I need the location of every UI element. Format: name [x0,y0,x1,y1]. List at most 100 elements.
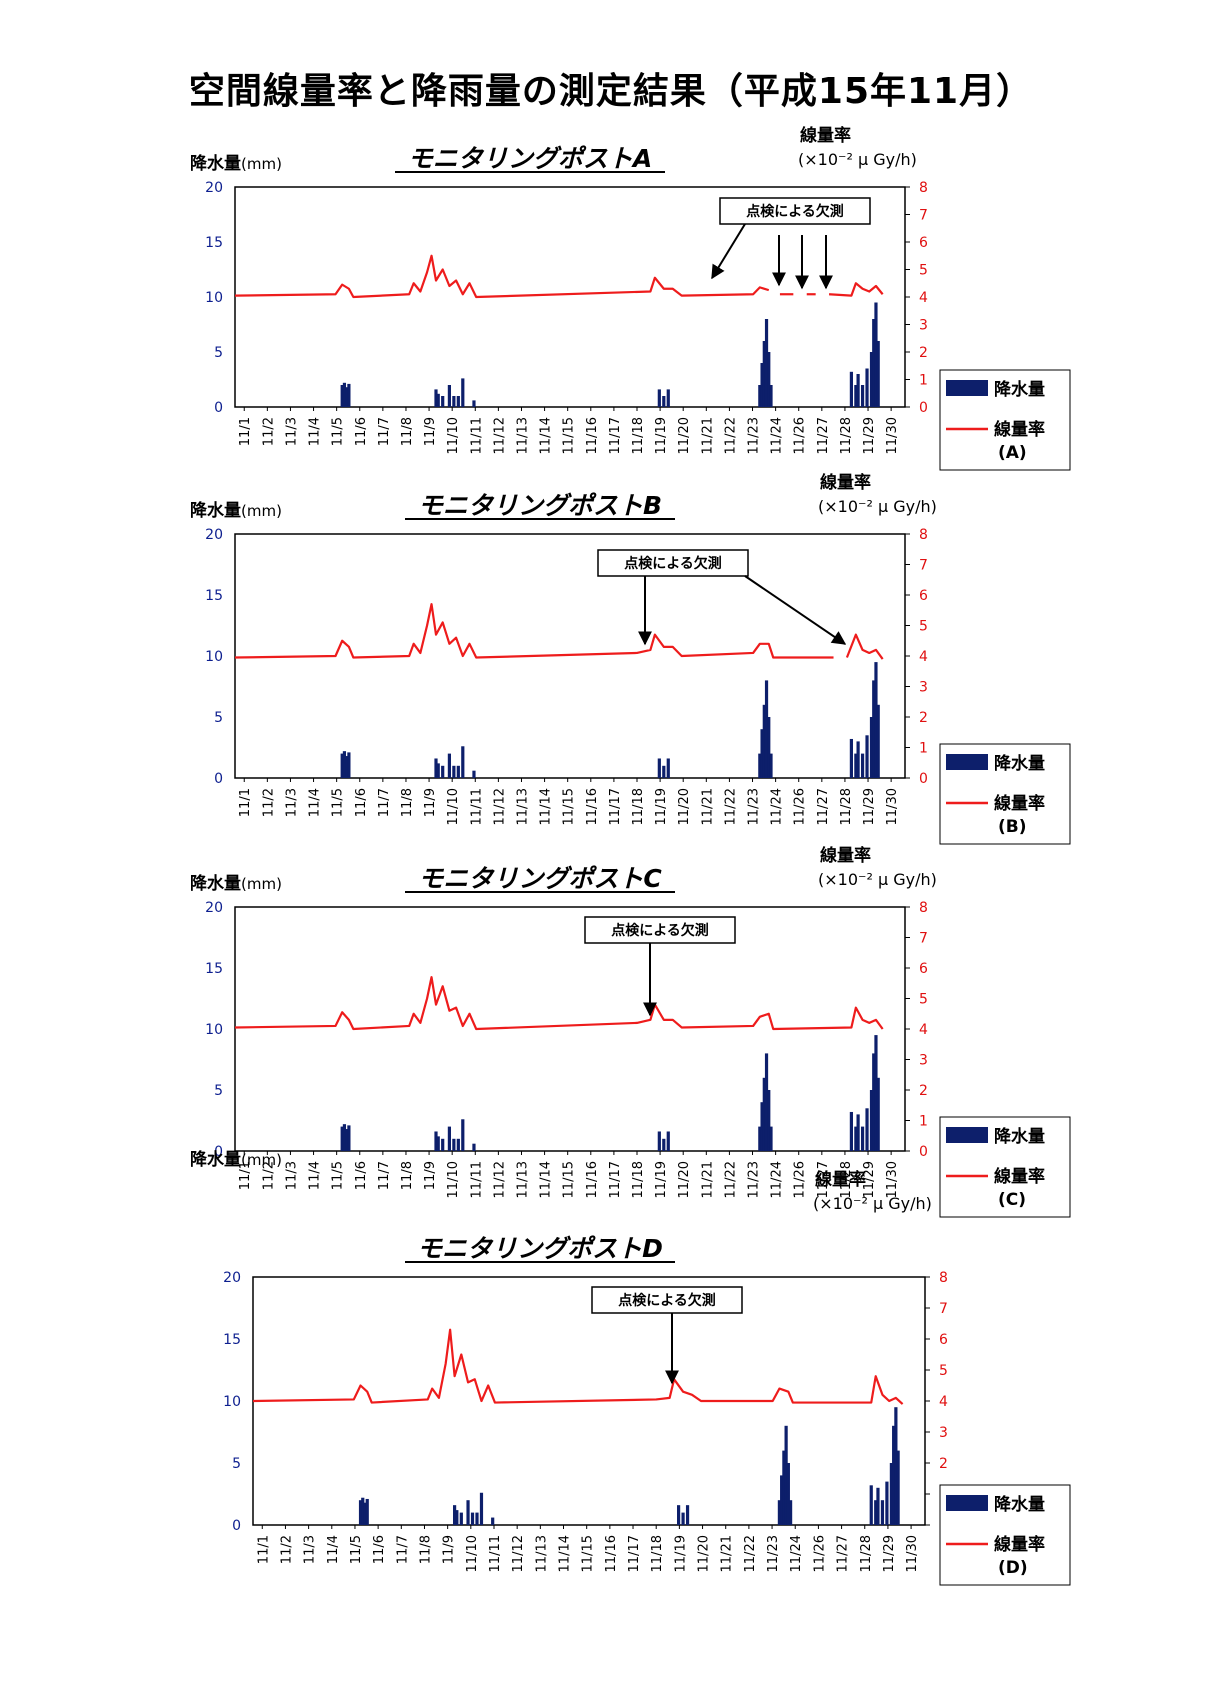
right-tick-label: 2 [919,710,928,726]
x-tick-label: 11/5 [331,788,346,817]
x-tick-label: 11/14 [539,788,554,825]
right-tick-label: 7 [919,208,928,224]
x-tick-label: 11/16 [585,788,600,825]
left-tick-label: 5 [214,710,223,726]
rainfall-bar [849,371,853,407]
left-axis-unit: (mm) [241,1151,282,1169]
x-tick-label: 11/28 [839,417,854,454]
right-tick-label: 8 [919,527,928,543]
rainfall-bar [685,1505,690,1525]
rainfall-bar [874,1035,878,1151]
x-tick-label: 11/3 [284,788,299,817]
right-tick-label: 3 [919,680,928,696]
x-tick-label: 11/11 [469,1161,484,1198]
chart-title: モニタリングポストA [408,144,652,173]
rainfall-bar [461,746,465,778]
chart-post-b: 降水量(mm)線量率(×10⁻² μ Gy/h)モニタリングポストB051015… [190,472,1071,845]
rainfall-bar [677,1505,681,1525]
legend-rain-label: 降水量 [994,1494,1045,1515]
x-tick-label: 11/30 [905,1535,920,1572]
x-tick-label: 11/19 [673,1535,688,1572]
right-tick-label: 6 [919,961,928,977]
x-tick-label: 11/4 [308,788,323,817]
x-tick-label: 11/14 [539,417,554,454]
rainfall-bar [657,389,661,407]
rainfall-bar [872,680,876,778]
legend-tag: (C) [998,1190,1026,1210]
rainfall-bar [856,741,860,778]
rainfall-bar [662,1138,666,1151]
rainfall-bar [434,758,438,778]
rainfall-bar [466,1500,470,1525]
x-tick-label: 11/21 [700,417,715,454]
rainfall-bar [872,319,876,407]
right-tick-label: 4 [939,1394,948,1410]
rainfall-bar [461,378,465,407]
x-tick-label: 11/15 [562,788,577,825]
note-label: 点検による欠測 [746,203,844,220]
x-tick-label: 11/30 [885,417,900,454]
rainfall-bar [896,1450,900,1525]
rainfall-bar [894,1407,898,1525]
rainfall-bar [452,765,456,778]
rainfall-bar [860,753,865,778]
dose-rate-line [828,282,884,297]
x-tick-label: 11/17 [627,1535,642,1572]
x-tick-label: 11/24 [770,417,785,454]
x-tick-label: 11/12 [492,788,507,825]
rainfall-bar [865,1108,869,1151]
rainfall-bar [681,1512,685,1525]
left-tick-label: 10 [205,649,223,665]
chart-post-a: 降水量(mm)線量率(×10⁻² μ Gy/h)モニタリングポストA051015… [190,125,1071,471]
rainfall-bar [854,1126,858,1151]
left-tick-label: 15 [205,235,223,251]
rainfall-bar [777,1500,781,1525]
rainfall-bar [885,1481,889,1525]
legend-rain-label: 降水量 [994,753,1045,774]
x-tick-label: 11/18 [631,1161,646,1198]
right-tick-label: 1 [919,741,928,757]
legend-rain-swatch [946,380,988,396]
rainfall-bar [662,765,666,778]
right-tick-label: 4 [919,649,928,665]
x-tick-label: 11/8 [400,788,415,817]
x-tick-label: 11/13 [534,1535,549,1572]
rainfall-bar [452,1138,456,1151]
x-tick-label: 11/27 [816,1161,831,1198]
legend-rain-swatch [946,1127,988,1143]
note-box [719,197,871,225]
rainfall-bar [347,1125,351,1151]
x-tick-label: 11/11 [469,417,484,454]
rainfall-bar [342,382,347,407]
x-tick-label: 11/10 [446,417,461,454]
x-tick-label: 11/1 [256,1535,271,1564]
right-tick-label: 5 [919,992,928,1008]
left-tick-label: 15 [223,1332,241,1348]
rainfall-bar [869,717,874,778]
x-tick-label: 11/27 [836,1535,851,1572]
x-tick-label: 11/7 [377,788,392,817]
x-tick-label: 11/3 [284,417,299,446]
rainfall-bar [347,383,351,407]
x-tick-label: 11/9 [423,417,438,446]
right-tick-label: 8 [939,1270,948,1286]
left-tick-label: 20 [205,527,223,543]
rainfall-bar [767,352,771,407]
right-axis-label: 線量率 [815,1169,866,1190]
x-tick-label: 11/22 [723,417,738,454]
rainfall-bar [340,385,344,407]
x-tick-label: 11/13 [515,1161,530,1198]
right-axis-unit: (×10⁻² μ Gy/h) [818,497,937,516]
x-tick-label: 11/13 [515,788,530,825]
x-tick-label: 11/20 [677,788,692,825]
x-tick-label: 11/28 [859,1535,874,1572]
x-tick-label: 11/3 [284,1161,299,1190]
x-tick-label: 11/22 [723,1161,738,1198]
rainfall-bar [780,1475,784,1525]
legend-rate-label: 線量率 [994,1534,1045,1555]
x-tick-label: 11/11 [488,1535,503,1572]
chart-post-c: 降水量(mm)線量率(×10⁻² μ Gy/h)モニタリングポストC051015… [190,845,1071,1218]
rainfall-bar [459,1512,463,1525]
x-tick-label: 11/18 [631,788,646,825]
x-tick-label: 11/4 [326,1535,341,1564]
